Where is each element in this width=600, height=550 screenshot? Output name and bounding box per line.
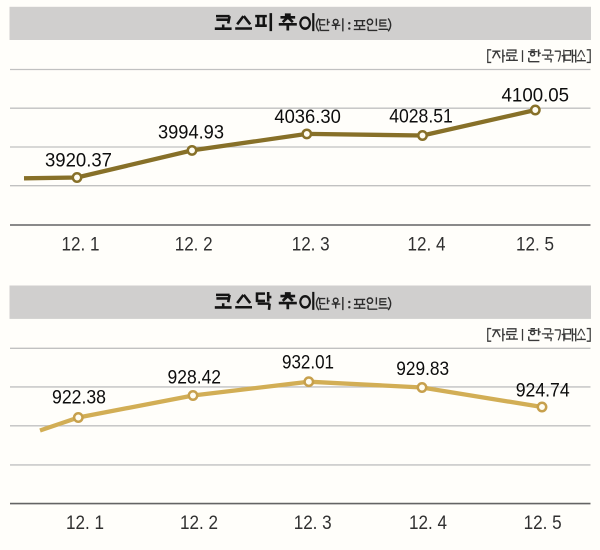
svg-text:4100.05: 4100.05 — [502, 85, 570, 107]
svg-text:922.38: 922.38 — [52, 387, 106, 409]
svg-text:12. 4: 12. 4 — [409, 512, 447, 534]
svg-text:12. 5: 12. 5 — [516, 234, 554, 256]
svg-text:12. 3: 12. 3 — [294, 512, 332, 534]
svg-text:12. 2: 12. 2 — [180, 512, 218, 534]
svg-text:12. 1: 12. 1 — [62, 234, 100, 256]
svg-text:12. 3: 12. 3 — [292, 234, 330, 256]
svg-text:3920.37: 3920.37 — [45, 150, 112, 172]
svg-text:928.42: 928.42 — [168, 366, 222, 388]
svg-text:12. 5: 12. 5 — [524, 512, 562, 534]
svg-text:924.74: 924.74 — [516, 380, 570, 402]
svg-text:3994.93: 3994.93 — [158, 121, 224, 143]
svg-text:932.01: 932.01 — [282, 352, 334, 374]
svg-text:4036.30: 4036.30 — [274, 106, 341, 128]
svg-text:4028.51: 4028.51 — [389, 105, 453, 127]
svg-text:12. 1: 12. 1 — [66, 512, 104, 534]
svg-text:12. 2: 12. 2 — [175, 234, 213, 256]
svg-text:12. 4: 12. 4 — [408, 234, 446, 256]
svg-text:929.83: 929.83 — [396, 358, 449, 380]
